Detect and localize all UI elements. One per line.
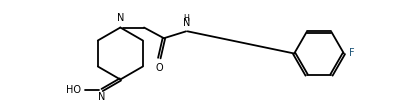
Text: N: N xyxy=(117,13,124,23)
Text: HO: HO xyxy=(66,85,81,95)
Text: F: F xyxy=(349,48,354,59)
Text: N: N xyxy=(98,92,106,102)
Text: N: N xyxy=(183,18,190,27)
Text: H: H xyxy=(183,14,190,23)
Text: O: O xyxy=(156,63,163,73)
